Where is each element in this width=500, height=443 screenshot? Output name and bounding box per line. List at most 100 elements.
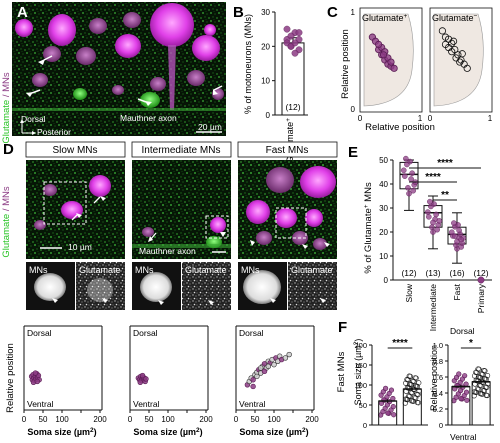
f-sig-label: * — [469, 338, 473, 349]
d-point — [139, 372, 146, 379]
panel-b-letter: B — [233, 4, 244, 21]
d-point — [271, 361, 277, 368]
panel-c-point — [458, 50, 466, 58]
f-point — [382, 385, 389, 392]
e-ytick-label: 40 — [379, 180, 388, 189]
e-sig-label: **** — [437, 158, 453, 169]
header-intermediate-label: Intermediate MNs — [142, 145, 221, 156]
d-xtick-label: 50 — [39, 415, 48, 424]
d-dorsal-label: Dorsal — [133, 328, 158, 338]
panel-c-point — [390, 64, 398, 72]
e-ytick-label: 50 — [379, 156, 388, 165]
f-ytick-label: 0.6 — [433, 373, 443, 382]
f-point — [475, 366, 481, 372]
f-point — [406, 373, 412, 379]
e-point — [403, 155, 409, 162]
e-category-label: Slow — [404, 283, 414, 302]
panel-b-ytick-label: 10 — [261, 77, 270, 86]
e-point — [410, 187, 417, 194]
inset-mns-label: MNs — [241, 265, 260, 275]
f-ytick-label: 0 — [363, 421, 367, 430]
d-xtick-label: 100 — [55, 415, 69, 424]
f-point — [463, 389, 470, 395]
d-ventral-label: Ventral — [27, 399, 54, 409]
panel-c-point — [463, 64, 471, 72]
f-point — [477, 390, 483, 397]
arrow-icon — [26, 55, 223, 106]
panel-c-xtick-0: 0 — [358, 114, 363, 123]
panel-b-ytick-label: 0 — [266, 111, 271, 120]
f-ytick-label: 0.2 — [433, 405, 443, 414]
d-dorsal-label: Dorsal — [27, 328, 52, 338]
panel-b-ytick-label: 30 — [261, 8, 270, 17]
e-point — [425, 214, 432, 220]
e-point — [407, 158, 413, 165]
d-point — [265, 363, 271, 370]
panel-c-point — [456, 58, 464, 66]
header-fast-label: Fast MNs — [266, 145, 309, 156]
d-xtick-label: 100 — [161, 415, 175, 424]
d-xtick-label: 0 — [128, 415, 133, 424]
panel-b-ytick-label: 20 — [261, 42, 270, 51]
inset-glutamate-label: Glutamate — [185, 265, 227, 275]
f-point — [385, 410, 391, 416]
inset-glutamate-label: Glutamate — [291, 265, 333, 275]
e-point — [452, 233, 458, 239]
panel-b-n: (12) — [285, 102, 300, 112]
d-point — [250, 377, 256, 383]
panel-f-right-ylabel: Relative position — [429, 345, 439, 411]
d-xtick-label: 100 — [267, 415, 281, 424]
f-ytick-label: 0.8 — [433, 357, 443, 366]
panel-f: F Fast MNs Soma size (µm2) Relative posi… — [336, 319, 494, 442]
e-point — [451, 220, 457, 226]
d-xtick-label: 50 — [251, 415, 260, 424]
scale-label: 20 µm — [198, 122, 222, 132]
panel-c-xlabel: Relative position — [365, 122, 435, 133]
panel-e-letter: E — [348, 144, 358, 161]
fast-image — [238, 160, 337, 259]
f-point — [388, 387, 395, 393]
panel-a-side-label: Glutamate / MNs — [1, 72, 12, 144]
panel-c-point — [448, 48, 456, 56]
d-point — [261, 368, 268, 375]
inset-mns-label: MNs — [135, 265, 154, 275]
d-xtick-label: 200 — [305, 415, 319, 424]
panel-f-ventral: Ventral — [450, 432, 477, 442]
f-point — [416, 380, 422, 386]
panel-c-letter: C — [327, 4, 338, 21]
d-point — [143, 376, 149, 382]
panel-c-point — [452, 54, 460, 62]
panel-c-right-xtick-0: 0 — [428, 114, 433, 123]
panel-d-axon-label: Mauthner axon — [139, 246, 196, 256]
panel-c-right-plot: Glutamate− 0 1 — [428, 7, 493, 123]
header-fast — [237, 141, 338, 158]
e-point — [477, 276, 485, 284]
panel-b-point — [295, 29, 303, 37]
e-point — [434, 226, 441, 233]
f-sig-label: **** — [392, 338, 408, 349]
panel-c-point — [374, 40, 383, 49]
d-point — [32, 370, 39, 376]
e-point — [430, 219, 436, 226]
e-n-label: (12) — [401, 268, 416, 278]
panel-c-xtick-1: 1 — [418, 114, 423, 123]
slow-insets: MNs Glutamate — [26, 262, 125, 310]
panel-c-right-xtick-1: 1 — [488, 114, 493, 123]
panel-b-point — [287, 32, 295, 40]
d-xtick-label: 200 — [199, 415, 213, 424]
d-xtick-label: 50 — [145, 415, 154, 424]
inset-glutamate-label: Glutamate — [79, 265, 121, 275]
f-ytick-label: 1.0 — [433, 341, 443, 350]
f-point — [391, 412, 397, 418]
panel-f-left-ylabel: Soma size (µm2) — [353, 339, 363, 406]
f-point — [408, 398, 415, 404]
panel-d-plot-ylabel: Relative position — [5, 343, 16, 413]
panel-c-point — [438, 27, 446, 35]
panel-f-dorsal: Dorsal — [450, 326, 475, 336]
e-ytick-label: 0 — [384, 276, 389, 285]
e-point — [448, 229, 455, 236]
f-ytick-label: 200 — [354, 341, 367, 350]
panel-b-point — [291, 39, 299, 47]
